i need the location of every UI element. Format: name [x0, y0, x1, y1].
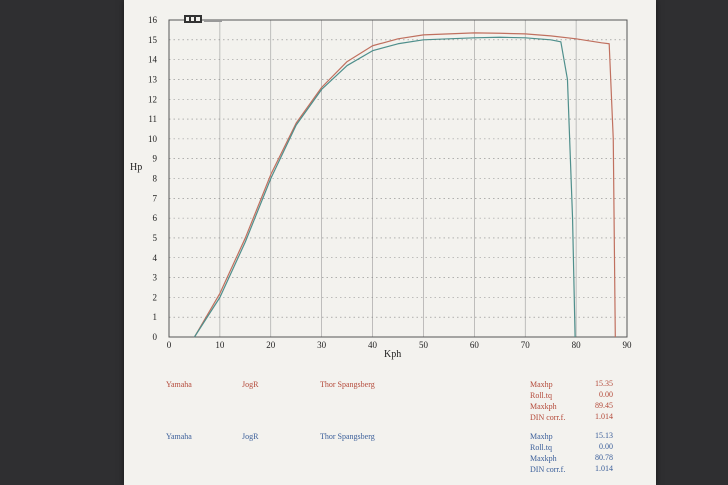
x-tick-label: 50	[419, 340, 429, 350]
stat-value: 0.00	[599, 442, 613, 451]
y-tick-label: 7	[153, 193, 158, 203]
y-tick-label: 5	[153, 233, 158, 243]
x-tick-label: 60	[470, 340, 480, 350]
y-tick-label: 3	[153, 273, 158, 283]
stat-label: DIN corr.f.	[530, 413, 566, 422]
stat-value: 1.014	[595, 464, 613, 473]
manufacturer-logo	[184, 15, 222, 23]
stat-value: 89.45	[595, 401, 613, 410]
y-tick-label: 8	[153, 174, 158, 184]
run-make: Yamaha	[166, 380, 192, 389]
y-tick-label: 11	[148, 114, 157, 124]
run-rider: Thor Spangsberg	[320, 380, 375, 389]
x-tick-label: 80	[572, 340, 582, 350]
x-tick-label: 40	[368, 340, 378, 350]
stat-label: Roll.tq	[530, 443, 553, 452]
x-tick-label: 90	[623, 340, 633, 350]
x-tick-label: 10	[215, 340, 225, 350]
series-line-1	[193, 32, 616, 338]
y-tick-label: 13	[148, 74, 158, 84]
y-tick-label: 9	[153, 154, 158, 164]
y-tick-label: 12	[148, 94, 157, 104]
stat-label: Maxhp	[530, 432, 553, 441]
stat-label: Roll.tq	[530, 391, 553, 400]
x-axis-label: Kph	[384, 349, 401, 360]
series-line-2	[193, 36, 576, 338]
y-tick-label: 4	[153, 253, 158, 263]
stat-value: 15.35	[595, 379, 613, 388]
run-model: JogR	[242, 432, 259, 441]
x-tick-label: 20	[266, 340, 276, 350]
x-tick-label: 0	[167, 340, 172, 350]
run-make: Yamaha	[166, 432, 192, 441]
y-tick-label: 10	[148, 134, 158, 144]
stat-label: Maxkph	[530, 454, 557, 463]
run-model: JogR	[242, 380, 259, 389]
run-row-1: Yamaha JogR Thor Spangsberg Maxhp 15.35 …	[124, 376, 656, 436]
y-tick-label: 0	[153, 332, 158, 342]
run-row-2: Yamaha JogR Thor Spangsberg Maxhp 15.13 …	[124, 428, 656, 483]
dyno-printout: 0 1 2 3 4 5 6 7 8 9 10 11 12 13 14 15 16 0 10 20 30 40 50 60 70 8…	[124, 0, 656, 485]
y-axis-label: Hp	[130, 162, 142, 173]
series-layer	[193, 32, 616, 338]
stat-value: 1.014	[595, 412, 613, 421]
y-tick-label: 16	[148, 15, 158, 25]
run-rider: Thor Spangsberg	[320, 432, 375, 441]
stat-value: 0.00	[599, 390, 613, 399]
y-tick-label: 15	[148, 35, 158, 45]
stat-label: Maxhp	[530, 380, 553, 389]
y-tick-label: 14	[148, 55, 158, 65]
stat-value: 15.13	[595, 431, 613, 440]
stat-value: 80.78	[595, 453, 613, 462]
x-tick-label: 30	[317, 340, 327, 350]
plot-frame	[168, 19, 628, 338]
stat-label: DIN corr.f.	[530, 465, 566, 474]
y-tick-label: 6	[153, 213, 158, 223]
y-tick-label: 2	[153, 292, 158, 302]
y-tick-label: 1	[153, 312, 158, 322]
grid	[169, 20, 627, 337]
stat-label: Maxkph	[530, 402, 557, 411]
x-tick-label: 70	[521, 340, 531, 350]
